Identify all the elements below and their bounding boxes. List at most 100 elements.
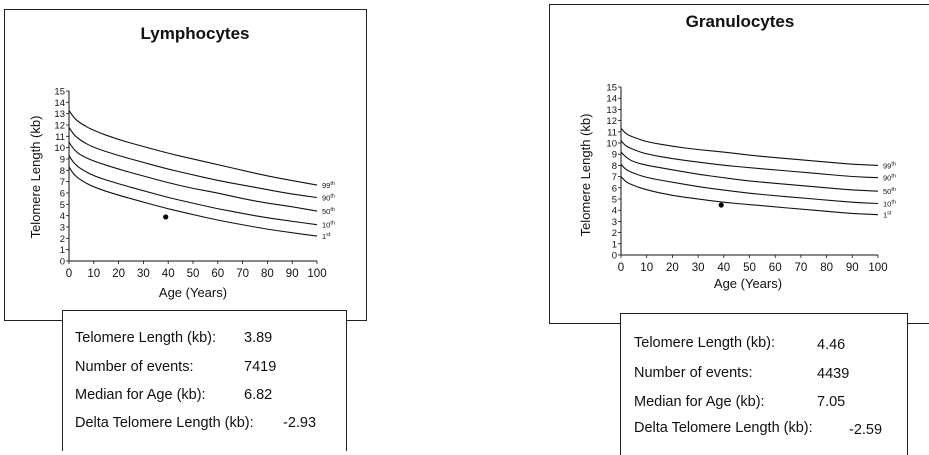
y-tick-label: 15 [606,83,617,94]
percentile-curve-1st [620,176,879,216]
y-tick-label: 3 [612,217,617,228]
chart-title: Lymphocytes [141,24,250,43]
median-for-age-value: 7.05 [817,394,846,410]
percentile-curve-99th [620,128,879,166]
y-tick-label: 3 [60,223,65,234]
granulocytes-chart-panel: Granulocytes 0 1 2 3 4 5 6 7 8 9 10 11 12 13 14 15 0 10 20 3… [549,4,929,324]
number-of-events-label: Number of events: [634,365,753,381]
y-tick-label: 9 [60,155,65,166]
y-tick-label: 14 [606,94,617,105]
y-tick-label: 1 [60,245,65,256]
median-for-age-label: Median for Age (kb): [75,387,206,403]
median-for-age-label: Median for Age (kb): [634,394,765,410]
x-tick-label: 30 [692,262,705,274]
y-tick-label: 6 [60,189,65,200]
x-tick-label: 40 [162,268,175,280]
y-tick-label: 12 [606,116,617,127]
percentile-label-90th: 90th [322,194,335,203]
granulocytes-info-box: Telomere Length (kb): 4.46 Number of eve… [620,313,908,455]
y-tick-label: 10 [54,143,65,154]
y-tick-label: 4 [60,211,65,222]
percentile-label-50th: 50th [883,187,896,196]
patient-marker [163,214,169,220]
delta-telomere-length-label: Delta Telomere Length (kb): [634,420,813,436]
y-tick-label: 8 [612,161,617,172]
x-tick-label: 10 [87,268,100,280]
percentile-curve-90th [620,140,879,179]
chart-title: Granulocytes [686,12,795,31]
x-tick-label: 90 [286,268,299,280]
y-axis-label: Telomere Length (kb) [578,114,593,237]
x-tick-label: 90 [846,262,859,274]
y-tick-label: 11 [55,132,65,143]
x-tick-label: 0 [618,262,624,274]
x-tick-label: 70 [236,268,249,280]
y-tick-label: 2 [612,228,617,239]
x-tick-label: 80 [820,262,833,274]
x-tick-label: 50 [743,262,756,274]
percentile-curve-90th [68,127,318,199]
y-tick-label: 7 [60,177,65,188]
telomere-length-value: 3.89 [244,330,273,346]
y-tick-label: 0 [60,257,65,268]
y-tick-label: 4 [612,206,617,217]
telomere-length-label: Telomere Length (kb): [634,335,776,351]
telomere-length-label: Telomere Length (kb): [75,330,217,346]
x-tick-label: 100 [868,262,887,274]
percentile-curve-50th [620,151,879,192]
y-tick-label: 8 [60,166,65,177]
percentile-label-1st: 1st [883,211,892,220]
x-tick-label: 30 [137,268,150,280]
y-tick-label: 6 [612,183,617,194]
percentile-label-1st: 1st [322,232,331,241]
y-tick-label: 15 [54,87,65,98]
x-tick-label: 80 [261,268,274,280]
median-for-age-value: 6.82 [244,387,273,403]
percentile-label-10th: 10th [883,199,896,208]
y-tick-label: 1 [612,239,617,250]
percentile-label-50th: 50th [322,207,335,216]
x-axis-label: Age (Years) [714,276,782,291]
percentile-curve-50th [68,141,318,212]
y-tick-label: 5 [612,195,617,206]
y-tick-label: 5 [60,200,65,211]
percentile-curve-99th [68,110,318,186]
percentile-label-90th: 90th [883,174,896,183]
percentile-curve-1st [68,166,318,237]
x-tick-label: 0 [66,268,72,280]
x-tick-label: 10 [640,262,653,274]
delta-telomere-length-value: -2.59 [849,422,883,438]
number-of-events-label: Number of events: [75,359,194,375]
x-tick-label: 20 [112,268,125,280]
y-tick-label: 7 [612,172,617,183]
y-tick-label: 10 [606,139,617,150]
patient-marker [718,202,724,208]
y-tick-label: 11 [607,127,617,138]
telomere-length-value: 4.46 [817,337,846,353]
y-tick-label: 9 [612,150,617,161]
y-tick-label: 12 [54,121,65,132]
y-tick-label: 14 [54,98,65,109]
y-tick-label: 2 [60,234,65,245]
delta-telomere-length-value: -2.93 [283,415,317,431]
y-tick-label: 13 [606,105,617,116]
percentile-curve-10th [620,163,879,205]
y-tick-label: 0 [612,251,617,262]
lymphocytes-chart-panel: Lymphocytes 0 1 2 3 4 5 6 7 8 9 10 11 12 13 14 15 0 10 20 30… [4,9,367,321]
number-of-events-value: 7419 [244,359,277,375]
delta-telomere-length-label: Delta Telomere Length (kb): [75,415,254,431]
percentile-label-99th: 99th [322,181,335,190]
x-tick-label: 40 [717,262,730,274]
y-axis-label: Telomere Length (kb) [28,116,43,239]
x-axis-label: Age (Years) [159,285,227,300]
x-tick-label: 70 [795,262,808,274]
y-tick-label: 13 [54,109,65,120]
percentile-curve-10th [68,155,318,226]
percentile-label-99th: 99th [883,161,896,170]
number-of-events-value: 4439 [817,366,850,382]
x-tick-label: 20 [666,262,679,274]
x-tick-label: 60 [769,262,782,274]
lymphocytes-info-box: Telomere Length (kb): 3.89 Number of eve… [62,310,347,451]
